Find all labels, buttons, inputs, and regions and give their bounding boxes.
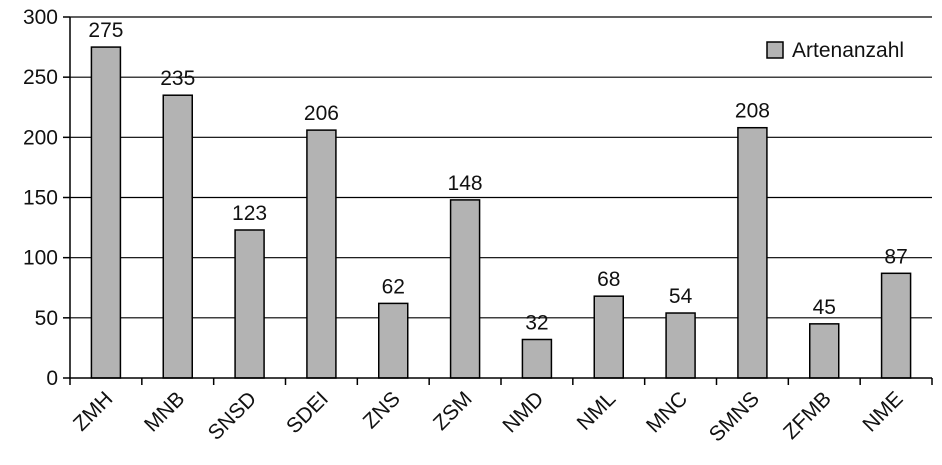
data-label: 32 [525, 311, 548, 334]
legend-swatch [766, 41, 784, 59]
data-label: 123 [232, 202, 267, 225]
y-tick-labels: 0 50 100 150 200 250 300 [23, 6, 58, 390]
data-label: 235 [160, 67, 195, 90]
data-label: 148 [448, 172, 483, 195]
legend: Artenanzahl [766, 39, 904, 62]
bar [90, 46, 122, 379]
gridlines [70, 16, 932, 319]
x-tick-label: ZNS [359, 387, 405, 433]
x-tick-label: ZSM [429, 387, 477, 435]
bar [809, 323, 840, 379]
bar [449, 199, 481, 379]
bar [737, 126, 768, 379]
x-tick-labels: ZMH MNB SNSD SDEI ZNS ZSM NMD NML MNC SMNS ZFMB NME [69, 387, 908, 446]
data-label: 54 [669, 285, 693, 308]
x-tick-label: MNC [642, 387, 692, 437]
bar [234, 229, 265, 379]
data-label: 45 [813, 296, 836, 319]
bar [162, 94, 193, 379]
data-label: 62 [382, 275, 405, 298]
y-tick-label: 0 [46, 367, 58, 390]
x-tick-label: SDEI [282, 387, 333, 438]
axes [63, 16, 933, 385]
y-tick-label: 50 [35, 307, 58, 330]
x-tick-label: MNB [140, 387, 189, 436]
x-tick-label: NMD [498, 387, 548, 437]
y-tick-label: 100 [23, 247, 58, 270]
bar [665, 312, 696, 379]
bar [880, 272, 912, 379]
data-label: 206 [304, 102, 339, 125]
bar [306, 129, 337, 379]
bar [593, 295, 624, 379]
y-tick-label: 250 [23, 66, 58, 89]
x-tick-label: SNSD [204, 387, 262, 445]
data-label: 87 [884, 245, 907, 268]
data-label: 275 [88, 19, 123, 42]
data-label: 68 [597, 268, 620, 291]
x-tick-label: ZFMB [779, 387, 836, 444]
legend-label: Artenanzahl [792, 39, 904, 62]
x-tick-label: NME [858, 387, 907, 436]
bar [521, 338, 553, 379]
data-labels: 275 235 123 206 62 148 32 68 54 208 45 87 [88, 19, 907, 334]
x-tick-label: ZMH [69, 387, 117, 435]
x-tick-label: NML [573, 387, 621, 435]
x-tick-label: SMNS [705, 387, 764, 446]
y-tick-label: 200 [23, 126, 58, 149]
y-tick-label: 150 [23, 187, 58, 210]
data-label: 208 [735, 100, 770, 123]
bars [90, 46, 912, 379]
y-tick-label: 300 [23, 6, 58, 29]
bar [378, 302, 409, 379]
